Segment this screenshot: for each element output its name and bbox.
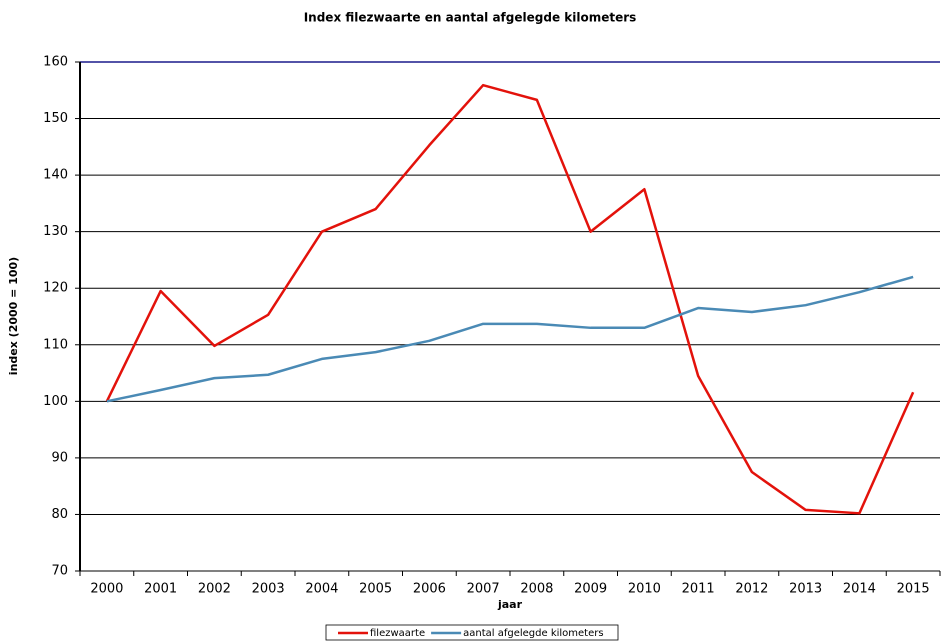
x-axis-label: jaar [497, 598, 523, 611]
y-tick-label: 160 [43, 55, 68, 70]
x-tick-label: 2015 [897, 582, 930, 597]
legend-box [325, 624, 619, 641]
y-tick-label: 90 [51, 450, 68, 465]
x-tick-label: 2012 [735, 582, 768, 597]
x-tick-label: 2007 [467, 582, 500, 597]
x-tick-label: 2003 [252, 582, 285, 597]
y-tick-label: 110 [43, 337, 68, 352]
y-tick-label: 120 [43, 281, 68, 296]
x-tick-label: 2005 [359, 582, 392, 597]
legend-label: aantal afgelegde kilometers [463, 628, 603, 639]
x-tick-label: 2014 [843, 582, 876, 597]
x-tick-label: 2004 [305, 582, 338, 597]
y-tick-label: 100 [43, 394, 68, 409]
y-tick-label: 80 [51, 507, 68, 522]
y-axis-label: index (2000 = 100) [7, 257, 20, 375]
y-tick-label: 150 [43, 111, 68, 126]
x-tick-label: 2008 [520, 582, 553, 597]
chart-title: Index filezwaarte en aantal afgelegde ki… [304, 11, 637, 25]
legend: filezwaarte aantal afgelegde kilometers [325, 624, 619, 641]
x-tick-label: 2002 [198, 582, 231, 597]
y-tick-label: 140 [43, 168, 68, 183]
x-tick-label: 2011 [682, 582, 715, 597]
x-tick-label: 2000 [90, 582, 123, 597]
legend-label: filezwaarte [370, 628, 425, 639]
x-tick-label: 2006 [413, 582, 446, 597]
x-tick-label: 2009 [574, 582, 607, 597]
y-tick-label: 70 [51, 564, 68, 579]
x-tick-label: 2001 [144, 582, 177, 597]
y-tick-label: 130 [43, 224, 68, 239]
series-line [105, 83, 915, 515]
x-tick-label: 2010 [628, 582, 661, 597]
series-line [106, 275, 914, 403]
x-tick-label: 2013 [789, 582, 822, 597]
